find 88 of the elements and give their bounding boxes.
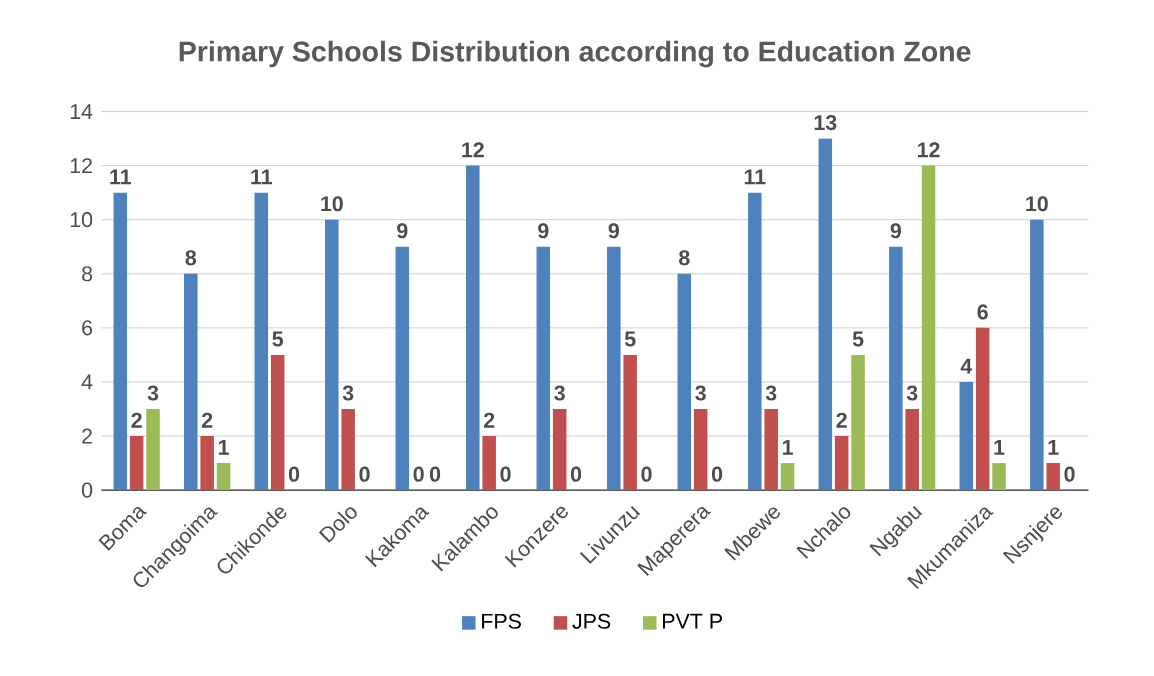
data-label: 1 — [782, 439, 793, 455]
bar — [905, 408, 919, 491]
data-label: 2 — [483, 412, 495, 428]
bar — [607, 246, 621, 491]
y-tick-label: 4 — [81, 374, 93, 390]
bar — [677, 273, 692, 491]
data-label: 10 — [321, 196, 343, 212]
bar — [693, 408, 708, 491]
data-label: 2 — [201, 412, 213, 428]
data-label: 0 — [413, 466, 424, 482]
data-label: 0 — [288, 466, 300, 482]
data-label: 0 — [570, 466, 582, 482]
legend-label: PVT P — [663, 613, 722, 629]
data-label: 2 — [131, 412, 142, 428]
data-label: 9 — [538, 223, 549, 239]
bar — [216, 463, 231, 491]
data-label: 4 — [960, 358, 973, 374]
data-label: 0 — [641, 466, 652, 482]
bar — [395, 246, 410, 491]
chart-title: Primary Schools Distribution according to Education Zone — [179, 40, 971, 68]
bar — [536, 246, 551, 491]
bar — [129, 436, 144, 491]
bar — [466, 165, 480, 491]
bar — [200, 436, 214, 491]
data-label: 11 — [251, 169, 272, 185]
bar — [748, 192, 762, 491]
data-label: 9 — [890, 223, 901, 239]
bar — [975, 327, 990, 491]
bar — [1030, 219, 1044, 491]
data-label: 3 — [765, 385, 777, 401]
data-label: 0 — [500, 466, 511, 482]
y-tick-label: 6 — [82, 320, 93, 336]
y-tick-label: 0 — [81, 482, 93, 498]
data-label: 0 — [429, 466, 441, 482]
bar — [992, 463, 1006, 491]
data-label: 2 — [836, 412, 847, 428]
bar — [146, 408, 160, 491]
data-label: 8 — [679, 250, 690, 266]
data-label: 1 — [994, 439, 1005, 455]
bar — [889, 246, 903, 491]
data-label: 5 — [624, 331, 636, 347]
data-label: 12 — [462, 142, 484, 158]
data-label: 3 — [906, 385, 918, 401]
y-tick-label: 12 — [70, 158, 92, 174]
data-label: 1 — [218, 439, 229, 455]
bar — [921, 165, 936, 491]
bar — [851, 354, 865, 491]
data-label: 9 — [397, 223, 408, 239]
bar — [341, 408, 355, 491]
y-tick-label: 2 — [82, 428, 92, 444]
legend-label: FPS — [482, 613, 521, 629]
bar — [834, 436, 849, 491]
data-label: 0 — [711, 466, 723, 482]
data-label: 13 — [814, 114, 837, 131]
bar — [184, 273, 198, 491]
bar — [113, 192, 128, 491]
legend-label: JPS — [572, 613, 611, 629]
bar — [254, 192, 269, 491]
bar — [959, 381, 974, 491]
data-label: 6 — [977, 304, 988, 320]
data-label: 11 — [744, 169, 766, 185]
bar — [780, 463, 795, 491]
bar — [818, 138, 833, 491]
y-tick-label: 10 — [70, 212, 93, 228]
bar — [1046, 463, 1060, 491]
data-label: 5 — [272, 331, 284, 347]
data-label: 0 — [1064, 466, 1075, 482]
data-label: 11 — [110, 169, 131, 185]
data-label: 0 — [359, 466, 370, 482]
data-label: 3 — [695, 385, 706, 401]
y-tick-label: 14 — [70, 104, 93, 119]
data-label: 3 — [147, 385, 159, 401]
bar — [270, 354, 285, 491]
data-label: 10 — [1026, 196, 1048, 212]
bar — [764, 408, 778, 491]
bar — [482, 436, 496, 491]
data-label: 8 — [185, 250, 197, 266]
data-label: 9 — [608, 223, 619, 239]
data-label: 5 — [852, 331, 864, 347]
bar — [552, 408, 567, 491]
data-label: 3 — [554, 385, 565, 401]
data-label: 1 — [1048, 439, 1059, 455]
y-tick-label: 8 — [82, 266, 93, 282]
data-label: 12 — [918, 142, 940, 158]
data-label: 3 — [342, 385, 354, 401]
bar — [623, 354, 637, 491]
x-tick-label: Dolo — [318, 507, 357, 543]
bar — [325, 219, 339, 491]
